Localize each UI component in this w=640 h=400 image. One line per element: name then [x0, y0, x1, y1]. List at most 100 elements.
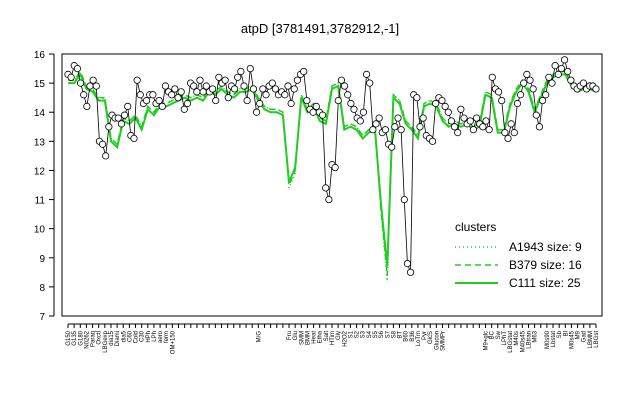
x-tick-label: Diami	[115, 331, 121, 346]
data-point	[290, 85, 298, 93]
data-point	[513, 99, 522, 108]
legend-label: A1943 size: 9	[509, 240, 582, 254]
x-axis: G150 G135 G180 N0262 Paraq Oxctl LBGexp dia15 Di…	[66, 323, 600, 354]
data-point	[309, 108, 317, 116]
data-point	[287, 99, 295, 108]
x-tick-label: M/G	[256, 331, 262, 343]
y-tick-label: 9	[39, 254, 45, 265]
data-point	[454, 129, 462, 137]
data-point	[193, 88, 201, 96]
data-point	[202, 82, 210, 90]
x-tick-label: HTim	[330, 331, 336, 345]
x-tick-label: Pyr	[422, 331, 428, 340]
data-point	[142, 96, 151, 105]
data-point	[318, 111, 327, 119]
x-tick-label: C60	[127, 330, 133, 342]
x-tick-label: SMM	[299, 331, 305, 345]
x-tick-label: Salt	[324, 331, 330, 342]
x-tick-label: Fru	[287, 331, 293, 340]
x-tick-label: S6	[379, 330, 385, 338]
data-point	[98, 140, 107, 148]
y-tick-label: 11	[35, 196, 46, 207]
data-point	[259, 85, 267, 93]
data-point	[479, 123, 487, 131]
x-tick-label: Oxctl	[97, 331, 103, 345]
data-point	[394, 114, 402, 122]
x-tick-label: Glu	[293, 331, 299, 340]
data-point	[359, 108, 368, 116]
x-tick-label: BC	[490, 330, 496, 339]
x-tick-label: LBtran	[526, 331, 532, 349]
data-point	[485, 126, 493, 134]
data-point	[322, 184, 330, 192]
data-point	[366, 79, 374, 87]
data-point	[124, 102, 132, 111]
data-point	[554, 70, 562, 78]
x-tick-label: SMMPr	[441, 331, 447, 351]
x-tick-label: Glucon	[434, 331, 440, 350]
data-point	[504, 134, 512, 143]
data-point	[73, 64, 82, 73]
chart-title: atpD [3781491,3782912,-1]	[241, 21, 399, 36]
data-point	[180, 105, 188, 113]
data-point	[438, 96, 446, 105]
data-point	[548, 79, 556, 87]
data-point	[391, 123, 399, 131]
data-point	[494, 88, 503, 96]
data-point	[400, 195, 408, 204]
data-point	[171, 85, 179, 93]
data-point	[444, 108, 452, 116]
x-tick-label: LoTm	[416, 331, 422, 346]
data-point	[375, 114, 383, 122]
plot-frame	[61, 53, 603, 317]
x-tick-label: S4	[367, 330, 373, 338]
data-point	[419, 114, 427, 122]
data-point	[567, 76, 575, 84]
data-point	[529, 85, 537, 93]
x-tick-label: C30	[140, 330, 146, 342]
data-point	[130, 134, 138, 143]
data-point	[76, 79, 85, 87]
data-point	[268, 79, 276, 87]
data-point	[102, 152, 110, 160]
data-point	[592, 85, 600, 93]
data-point	[155, 96, 163, 105]
data-point	[221, 76, 229, 84]
data-point	[86, 82, 94, 90]
data-point	[482, 117, 490, 125]
data-point	[551, 62, 559, 70]
legend-label: B379 size: 16	[509, 258, 582, 272]
x-tick-label: H2O2	[342, 330, 348, 346]
y-tick-label: 15	[34, 79, 46, 90]
y-tick-label: 14	[34, 108, 46, 119]
x-tick-label: Sb	[557, 330, 563, 338]
data-point	[312, 102, 320, 111]
data-point	[350, 105, 358, 113]
data-point	[252, 108, 261, 116]
data-point	[234, 73, 242, 81]
data-point	[337, 76, 346, 84]
data-point	[174, 94, 182, 102]
data-point	[501, 129, 509, 137]
x-tick-label: Heat	[312, 331, 318, 344]
data-point	[507, 120, 515, 128]
data-point	[133, 76, 141, 84]
x-tick-label: G135	[72, 330, 78, 345]
x-tick-label: LPh	[152, 331, 158, 342]
data-point	[331, 163, 339, 172]
x-tick-label: G180	[78, 330, 84, 345]
data-point	[271, 85, 280, 93]
data-point	[117, 120, 126, 128]
data-point	[246, 64, 254, 73]
data-point	[560, 56, 569, 64]
data-point	[369, 126, 377, 134]
x-tick-label: dia5	[121, 330, 127, 342]
data-point	[564, 67, 572, 76]
data-point	[230, 85, 239, 93]
x-tick-label: Bl	[563, 331, 569, 336]
x-tick-label: Gly	[336, 331, 342, 340]
data-point	[535, 123, 544, 131]
x-tick-label: Cold	[134, 331, 140, 343]
data-point	[403, 259, 412, 268]
data-point	[441, 102, 449, 111]
